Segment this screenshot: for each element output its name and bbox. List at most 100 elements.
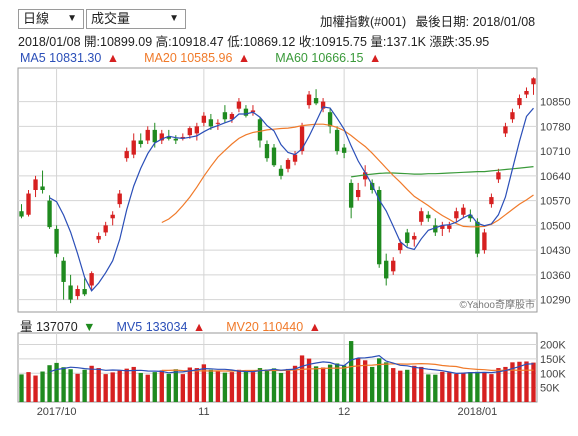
volume-bar <box>75 373 80 402</box>
candle-body <box>398 243 403 251</box>
candle-body <box>524 90 529 95</box>
candle-body <box>264 144 270 159</box>
price-y-tick-label: 10430 <box>540 245 571 257</box>
candle-body <box>370 182 375 190</box>
ma60-line <box>351 166 534 178</box>
candle-body <box>285 159 291 169</box>
candle-body <box>461 207 466 215</box>
candle-body <box>510 112 515 120</box>
volume-bar <box>419 366 424 402</box>
candle-body <box>447 225 452 229</box>
candle-body <box>278 168 284 176</box>
period-select[interactable]: 日線 ▼ <box>18 9 84 29</box>
candle-body <box>320 101 326 109</box>
volume-value: 量 137070 <box>20 320 78 334</box>
volume-bar <box>496 368 501 402</box>
mv5-line <box>49 355 534 375</box>
candle-body <box>496 172 501 180</box>
volume-panel-frame <box>17 332 538 403</box>
volume-bar <box>398 370 403 402</box>
candle-body <box>40 186 45 190</box>
chevron-down-icon: ▼ <box>67 13 77 24</box>
candle-body <box>440 225 445 229</box>
candle-body <box>306 94 312 106</box>
ohlc-open: 開:10899.09 <box>84 35 153 49</box>
last-date: 最後日期: 2018/01/08 <box>415 15 536 29</box>
candle-body <box>412 235 417 240</box>
volume-bar <box>313 366 319 402</box>
volume-bar <box>517 361 522 402</box>
candle-body <box>68 285 73 300</box>
volume-bar <box>40 371 45 402</box>
mv20-up-arrow-icon: ▲ <box>308 320 322 334</box>
volume-bar <box>187 367 193 402</box>
ma60-legend: MA60 10666.15 <box>275 51 364 65</box>
candle-body <box>426 214 431 219</box>
volume-bar <box>454 373 459 402</box>
candle-body <box>117 193 122 205</box>
volume-bar <box>384 362 389 402</box>
period-select-value: 日線 <box>23 11 50 26</box>
candle-body <box>89 273 94 286</box>
volume-bar <box>26 372 31 402</box>
x-tick-label: 2017/10 <box>37 406 77 418</box>
ohlc-date: 2018/01/08 <box>18 35 81 49</box>
volume-bar <box>362 360 368 402</box>
volume-bar <box>285 368 291 402</box>
candle-body <box>152 129 157 143</box>
x-tick-label: 12 <box>338 406 350 418</box>
volume-bar <box>222 372 228 402</box>
indicator-select[interactable]: 成交量 ▼ <box>86 9 186 29</box>
volume-bar <box>33 375 38 402</box>
price-y-tick-label: 10500 <box>540 220 571 232</box>
ma20-line <box>161 123 534 228</box>
candle-body <box>384 260 389 279</box>
price-panel-frame <box>17 67 538 313</box>
price-y-tick-label: 10570 <box>540 196 571 208</box>
volume-bar <box>299 355 305 402</box>
candle-body <box>433 225 438 233</box>
volume-bar <box>278 372 284 402</box>
volume-bar <box>391 368 396 402</box>
candle-body <box>236 101 242 109</box>
header-title-row: 加權指數(#001) 最後日期: 2018/01/08 <box>320 11 535 30</box>
ma5-legend: MA5 10831.30 <box>20 51 102 65</box>
volume-bar <box>461 372 466 402</box>
indicator-select-value: 成交量 <box>91 11 131 26</box>
volume-bar <box>131 366 136 402</box>
volume-bar <box>292 365 298 402</box>
volume-bar <box>412 365 417 402</box>
volume-bar <box>201 364 207 402</box>
volume-bar <box>180 374 185 402</box>
volume-bar <box>124 368 129 402</box>
candle-body <box>124 151 129 159</box>
volume-bar <box>47 365 52 402</box>
candle-body <box>222 112 228 120</box>
candle-body <box>482 232 487 251</box>
candle-body <box>405 232 410 244</box>
candle-body <box>110 214 115 219</box>
candle-body <box>419 211 424 222</box>
candle-body <box>454 211 459 219</box>
volume-bar <box>166 373 171 402</box>
candle-body <box>75 289 80 297</box>
volume-y-tick-label: 50K <box>540 383 560 395</box>
volume-bar <box>377 358 382 402</box>
candle-body <box>243 108 249 116</box>
candle-body <box>229 113 235 120</box>
volume-bar <box>264 369 270 402</box>
candle-body <box>47 200 52 228</box>
volume-bar <box>440 371 445 402</box>
candle-body <box>489 197 494 205</box>
candle-body <box>362 172 368 180</box>
volume-bar <box>229 372 235 402</box>
candle-body <box>194 126 200 134</box>
volume-y-tick-label: 200K <box>540 340 566 352</box>
candle-body <box>19 211 24 217</box>
volume-legend: 量 137070 ▼ MV5 133034 ▲ MV20 110440 ▲ <box>20 316 323 335</box>
volume-bar <box>61 367 66 402</box>
volume-bar <box>348 341 354 402</box>
volume-bar <box>208 369 214 402</box>
mv20-legend: MV20 110440 <box>226 320 304 334</box>
